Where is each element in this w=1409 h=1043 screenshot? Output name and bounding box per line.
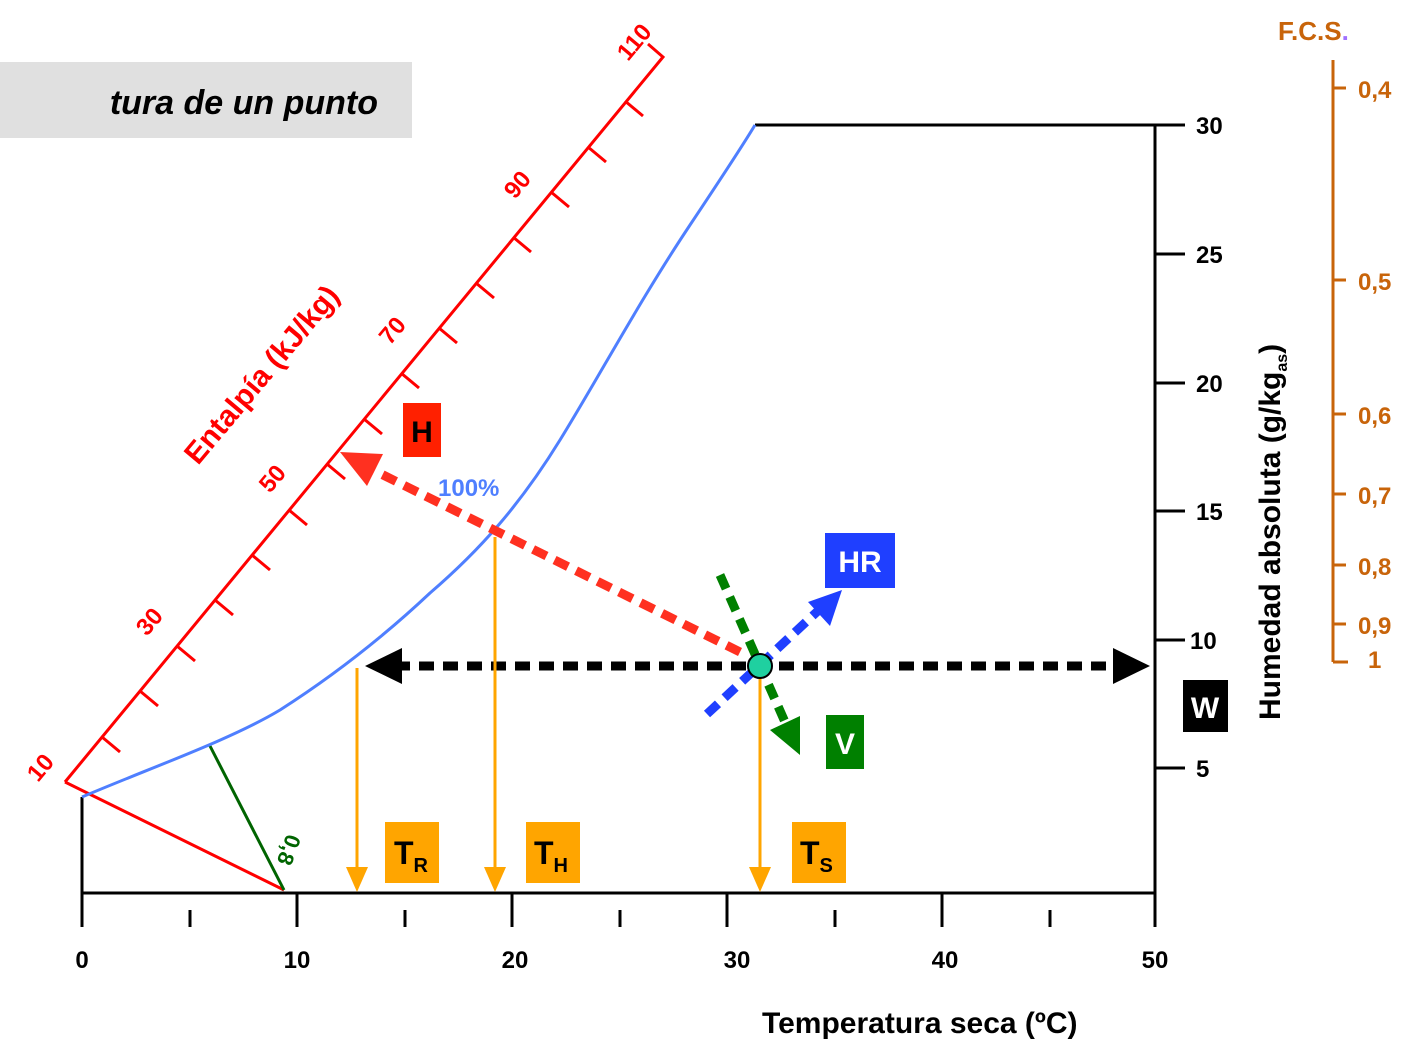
fcs-scale (1331, 60, 1348, 664)
chart-frame (80, 123, 1157, 895)
h-label: H (411, 416, 433, 449)
w-arrow-right (1113, 648, 1150, 684)
fcs-title: F.C.S. (1278, 16, 1349, 46)
w-arrow-left (365, 648, 402, 684)
ts-label-box (792, 822, 846, 883)
x-tick-label: 0 (75, 947, 88, 974)
enthalpy-tick-label: 30 (131, 603, 169, 641)
fcs-tick-label: 0,5 (1358, 269, 1391, 296)
th-label: TH (534, 835, 568, 877)
x-tick-label: 50 (1142, 947, 1169, 974)
x-axis-label: Temperatura seca (ºC) (762, 1007, 1078, 1040)
tr-label: TR (394, 835, 429, 877)
x-tick-label: 10 (284, 947, 311, 974)
enthalpy-tick-label: 50 (254, 460, 292, 498)
h-dashed-line (363, 461, 742, 657)
fcs-tick-label: 0,6 (1358, 403, 1391, 430)
y-tick-label: 25 (1196, 242, 1223, 269)
fcs-tick-label: 1 (1368, 647, 1381, 674)
y-axis-label: Humedad absoluta (g/kgas) (1254, 344, 1291, 720)
w-label: W (1191, 692, 1220, 725)
enthalpy-label: Entalpía (kJ/kg) (178, 279, 346, 470)
temperature-lines (355, 537, 762, 874)
title-banner: tura de un punto (0, 62, 412, 138)
y-tick-label: 15 (1196, 499, 1223, 526)
fcs-tick-label: 0,8 (1358, 554, 1391, 581)
w-label-box (1183, 680, 1228, 732)
enthalpy-tick-label: 110 (612, 19, 658, 66)
saturation-curve-label: 100% (438, 475, 499, 502)
x-tick-label: 20 (502, 947, 529, 974)
hr-label-box (825, 533, 895, 588)
y-tick-label: 10 (1190, 628, 1217, 655)
ts-label: TS (800, 835, 833, 877)
y-axis-ticks (1155, 123, 1185, 770)
v-dashed-line (715, 573, 790, 724)
hr-arrow-head (808, 590, 842, 626)
y-tick-label: 30 (1196, 113, 1223, 140)
x-axis-ticks (80, 893, 1157, 927)
y-tick-label: 5 (1196, 756, 1209, 783)
fcs-tick-label: 0,9 (1358, 613, 1391, 640)
v-label: V (835, 728, 855, 761)
title-text: tura de un punto (109, 84, 378, 122)
state-point[interactable] (747, 653, 773, 679)
h-label-box (403, 403, 441, 457)
enthalpy-tick-label: 70 (374, 312, 412, 350)
fcs-tick-label: 0,4 (1358, 77, 1392, 104)
saturation-curve (81, 124, 757, 799)
th-label-box (526, 822, 580, 883)
tr-label-box (385, 822, 439, 883)
h-arrow-head (340, 452, 383, 486)
temperature-arrow-heads (346, 867, 771, 892)
enthalpy-ticks (101, 99, 644, 754)
fcs-tick-label: 0,7 (1358, 483, 1391, 510)
v-label-box (826, 715, 864, 769)
enthalpy-tick-label: 90 (499, 166, 537, 204)
ratio-line (208, 745, 286, 891)
enthalpy-axis-line (63, 42, 666, 783)
enthalpy-tick-label: 10 (22, 749, 60, 787)
x-tick-label: 40 (932, 947, 959, 974)
y-tick-label: 20 (1196, 371, 1223, 398)
v-arrow-head (770, 716, 800, 755)
ratio-line-label: 0,8 (272, 831, 306, 868)
enthalpy-lower-line (64, 780, 285, 892)
x-tick-label: 30 (724, 947, 751, 974)
hr-label: HR (838, 546, 882, 579)
